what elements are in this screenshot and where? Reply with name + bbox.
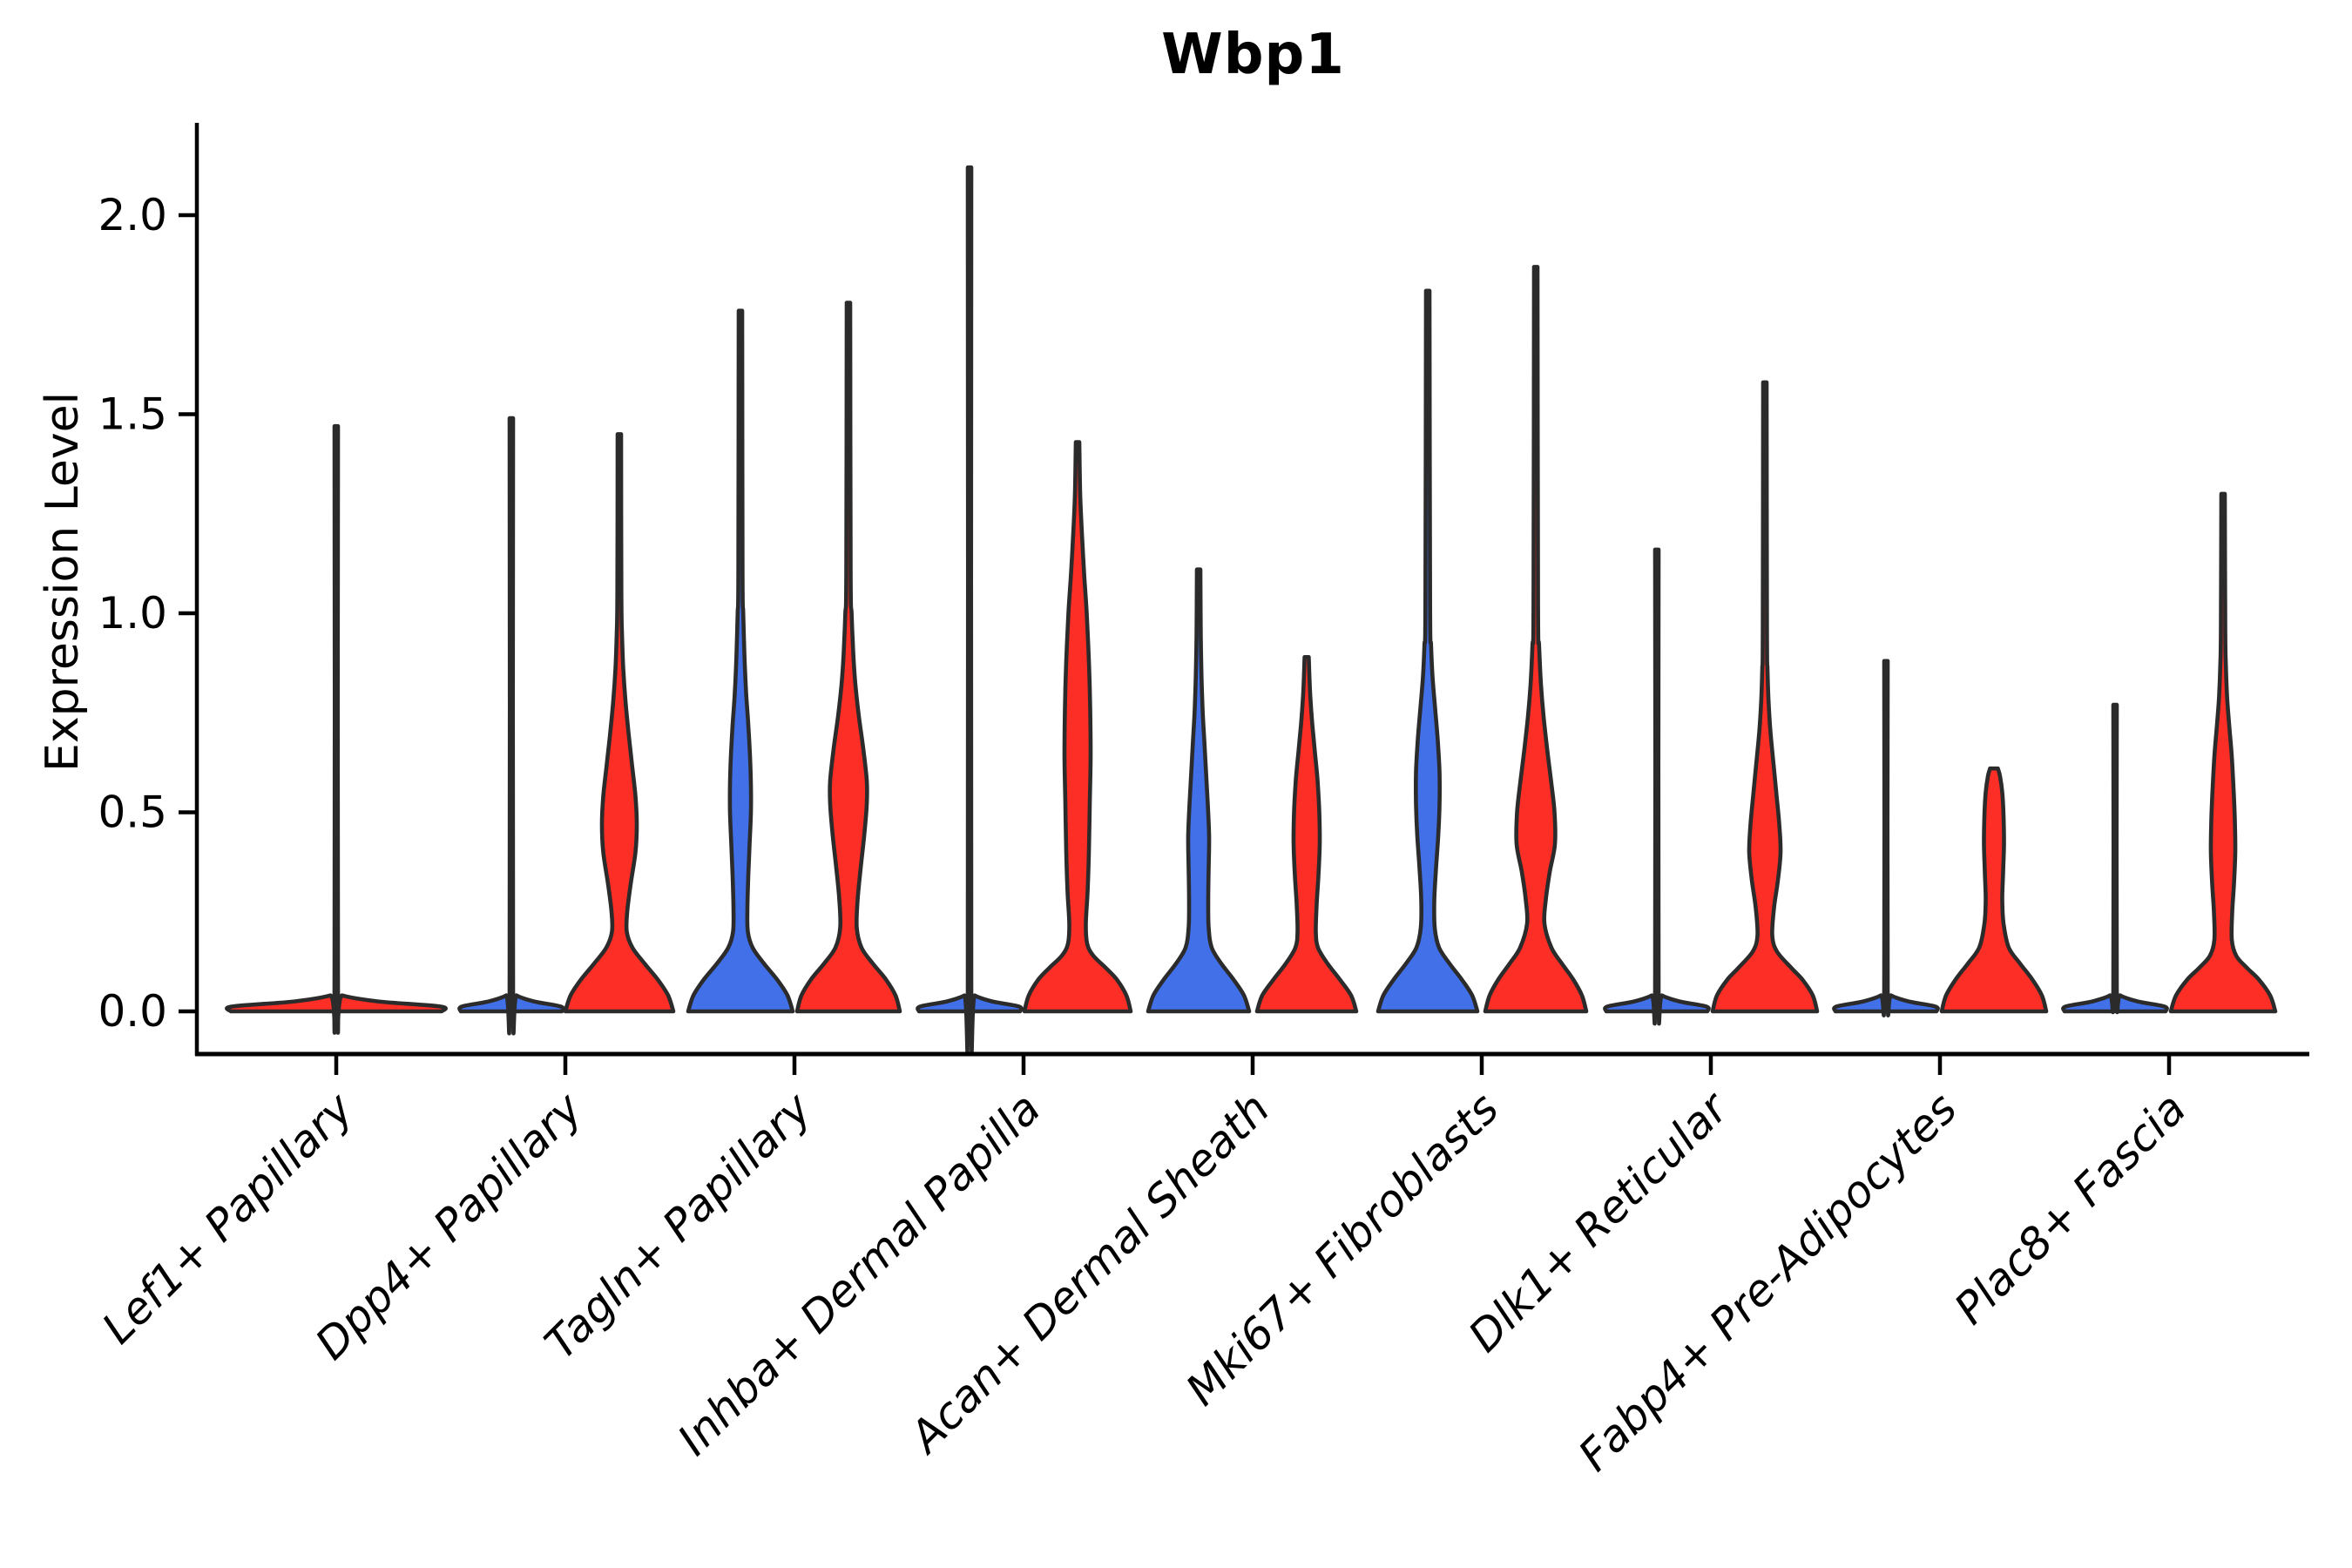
violin-mki67-red — [1483, 265, 1589, 1014]
violin-tagln-red — [794, 301, 902, 1014]
violin-fabp4-blue — [1832, 659, 1940, 1017]
violin-fabp4-red — [1939, 766, 2049, 1014]
x-category-label: Fabp4+ Pre-Adipocytes — [1569, 1083, 1967, 1481]
x-category-label: Acan+ Dermal Sheath — [899, 1083, 1280, 1463]
y-tick-label: 0.0 — [98, 986, 167, 1037]
violin-dpp4-blue — [457, 416, 565, 1036]
violin-plac8-red — [2168, 491, 2278, 1014]
x-category-label: Plac8+ Fascia — [1945, 1083, 2196, 1334]
chart-title: Wbp1 — [1161, 23, 1345, 87]
violin-inhba-red — [1022, 440, 1133, 1014]
violin-acan-blue — [1146, 567, 1252, 1014]
violin-dlk1-blue — [1603, 547, 1711, 1026]
y-tick-label: 2.0 — [98, 190, 167, 240]
violin-lef1-red — [225, 423, 448, 1035]
violin-acan-red — [1254, 655, 1359, 1014]
y-tick-label: 1.0 — [98, 588, 167, 639]
x-category-label: Lef1+ Papillary — [92, 1082, 363, 1353]
y-tick-label: 0.5 — [98, 787, 167, 838]
violin-plac8-blue — [2061, 702, 2169, 1015]
violin-dlk1-red — [1710, 380, 1820, 1014]
violin-inhba-blue — [916, 165, 1024, 1054]
y-tick-label: 1.5 — [98, 389, 167, 440]
violin-dpp4-red — [563, 432, 676, 1014]
violin-tagln-blue — [686, 308, 795, 1014]
x-category-label: Inhba+ Dermal Papilla — [668, 1083, 1050, 1464]
violin-mki67-blue — [1375, 288, 1480, 1014]
